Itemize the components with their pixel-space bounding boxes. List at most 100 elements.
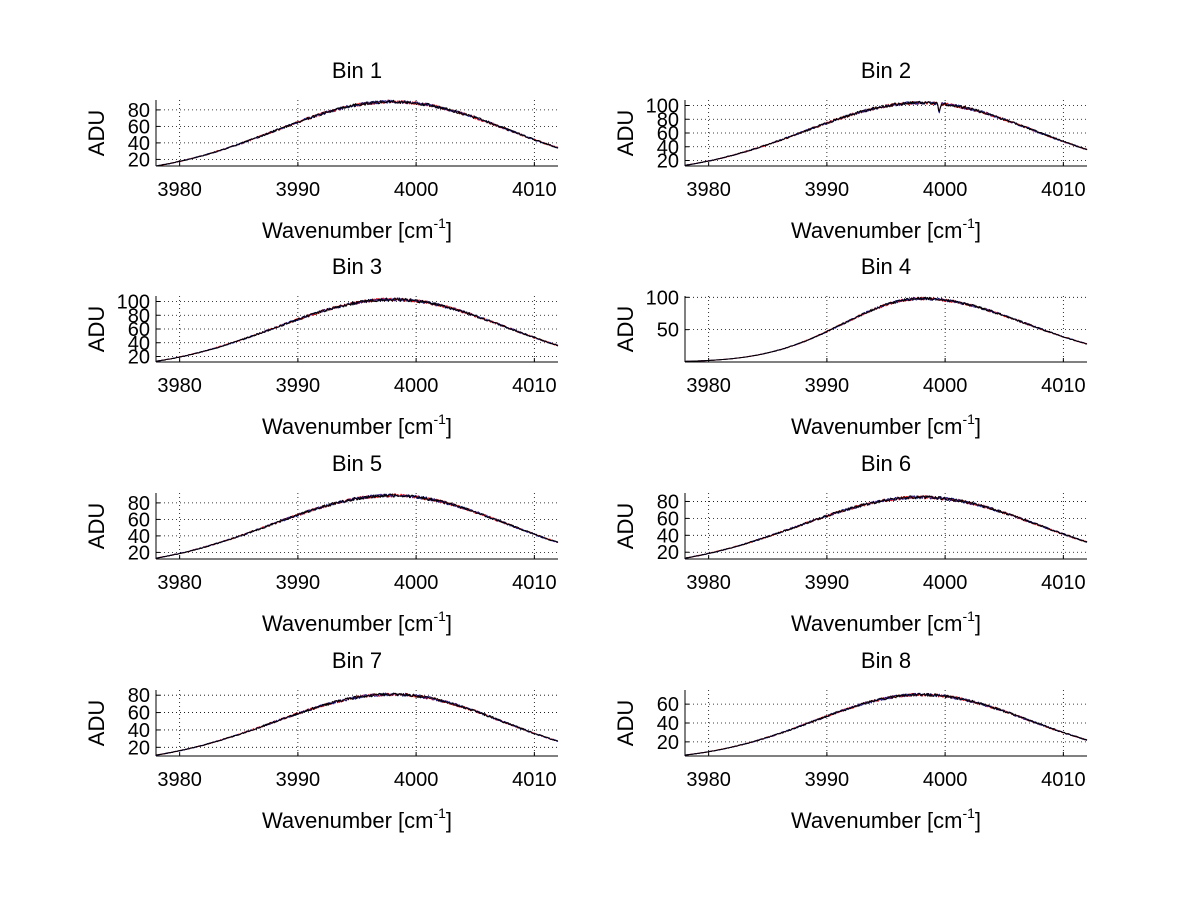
- subplot-title: Bin 3: [332, 254, 382, 279]
- x-tick-label: 3990: [805, 769, 850, 791]
- x-axis-label-name: Wavenumber: [791, 611, 921, 636]
- x-tick-label: 3980: [157, 769, 202, 791]
- x-axis-label: Wavenumber [cm-1]: [791, 608, 981, 636]
- x-axis-label-unit-close: ]: [975, 414, 981, 439]
- y-tick-label: 20: [128, 737, 150, 759]
- x-axis-label-exponent: -1: [962, 805, 975, 821]
- y-tick-label: 80: [657, 491, 679, 513]
- y-tick-label: 100: [646, 287, 679, 309]
- x-axis-label-name: Wavenumber: [791, 414, 921, 439]
- x-axis-label-unit: [cm: [398, 808, 433, 833]
- spectrum-trace: [684, 495, 1088, 559]
- x-tick-label: 3980: [686, 179, 731, 201]
- x-axis-label-name: Wavenumber: [262, 611, 392, 636]
- x-tick-label: 3980: [157, 375, 202, 397]
- x-axis-label-exponent: -1: [962, 411, 975, 427]
- y-tick-label: 100: [117, 292, 150, 314]
- y-axis-label: ADU: [84, 503, 109, 549]
- subplot-title: Bin 1: [332, 58, 382, 83]
- x-axis-label: Wavenumber [cm-1]: [262, 411, 452, 439]
- x-tick-label: 4000: [394, 375, 439, 397]
- y-tick-label: 20: [128, 542, 150, 564]
- x-axis-label-unit-close: ]: [975, 218, 981, 243]
- y-tick-label: 40: [128, 720, 150, 742]
- x-tick-label: 4010: [512, 375, 557, 397]
- y-tick-label: 20: [657, 151, 679, 173]
- y-tick-label: 20: [128, 149, 150, 171]
- x-axis-label-unit-close: ]: [446, 414, 452, 439]
- y-tick-label: 60: [128, 509, 150, 531]
- subplot-title: Bin 7: [332, 648, 382, 673]
- x-tick-label: 4010: [1041, 769, 1086, 791]
- y-tick-label: 40: [128, 526, 150, 548]
- subplot-bin-4: Bin 4 3980 3990 4000 4010 50 100 ADU Wavenumber[…: [613, 254, 1088, 439]
- y-tick-label: 20: [128, 347, 150, 369]
- x-tick-label: 3990: [276, 572, 321, 594]
- x-tick-label: 3980: [686, 769, 731, 791]
- x-tick-label: 3990: [276, 769, 321, 791]
- y-tick-label: 80: [128, 685, 150, 707]
- y-tick-label: 60: [128, 319, 150, 341]
- x-axis-label-name: Wavenumber: [791, 808, 921, 833]
- y-tick-label: 80: [128, 100, 150, 122]
- x-axis-label-unit-close: ]: [975, 808, 981, 833]
- x-tick-label: 4010: [1041, 179, 1086, 201]
- y-tick-label: 40: [657, 525, 679, 547]
- x-tick-label: 4010: [512, 769, 557, 791]
- x-axis-label: Wavenumber [cm-1]: [791, 411, 981, 439]
- x-tick-label: 4000: [394, 769, 439, 791]
- y-tick-label: 80: [128, 305, 150, 327]
- x-axis-label-unit-close: ]: [446, 218, 452, 243]
- x-axis-label-unit-close: ]: [975, 611, 981, 636]
- x-axis-label-unit: [cm: [927, 611, 962, 636]
- y-axis-label: ADU: [613, 503, 638, 549]
- y-tick-label: 40: [657, 713, 679, 735]
- x-tick-label: 3980: [157, 179, 202, 201]
- x-axis-label-unit: [cm: [398, 414, 433, 439]
- y-tick-label: 40: [128, 133, 150, 155]
- y-axis-label: ADU: [84, 110, 109, 156]
- y-tick-label: 60: [657, 123, 679, 145]
- y-tick-label: 60: [657, 508, 679, 530]
- x-tick-label: 4010: [1041, 572, 1086, 594]
- x-axis-label-exponent: -1: [962, 608, 975, 624]
- x-axis-label: Wavenumber [cm-1]: [262, 215, 452, 243]
- x-axis-label-name: Wavenumber: [262, 218, 392, 243]
- subplot-title: Bin 6: [861, 451, 911, 476]
- subplot-title: Bin 5: [332, 451, 382, 476]
- y-axis-label: ADU: [613, 110, 638, 156]
- y-axis-label: ADU: [84, 700, 109, 746]
- x-tick-label: 3980: [686, 375, 731, 397]
- x-axis-label-unit: [cm: [398, 218, 433, 243]
- subplot-title: Bin 4: [861, 254, 911, 279]
- x-axis-label-exponent: -1: [433, 215, 446, 231]
- x-tick-label: 3990: [276, 179, 321, 201]
- y-axis-label: ADU: [613, 700, 638, 746]
- y-tick-label: 40: [657, 137, 679, 159]
- spectrum-trace: [155, 297, 559, 362]
- spectrum-trace: [684, 692, 1088, 756]
- x-tick-label: 4010: [512, 179, 557, 201]
- spectrum-trace: [155, 99, 559, 167]
- x-axis-label-unit: [cm: [927, 414, 962, 439]
- x-axis-label-exponent: -1: [962, 215, 975, 231]
- x-axis-label: Wavenumber [cm-1]: [262, 805, 452, 833]
- x-axis-label-exponent: -1: [433, 805, 446, 821]
- spectrum-trace: [684, 100, 1088, 166]
- x-axis-label-name: Wavenumber: [262, 414, 392, 439]
- x-tick-label: 4000: [923, 179, 968, 201]
- x-tick-label: 3990: [276, 375, 321, 397]
- x-axis-label-unit-close: ]: [446, 611, 452, 636]
- x-tick-label: 4000: [394, 179, 439, 201]
- x-tick-label: 4000: [923, 769, 968, 791]
- y-tick-label: 60: [657, 694, 679, 716]
- x-axis-label: Wavenumber [cm-1]: [791, 215, 981, 243]
